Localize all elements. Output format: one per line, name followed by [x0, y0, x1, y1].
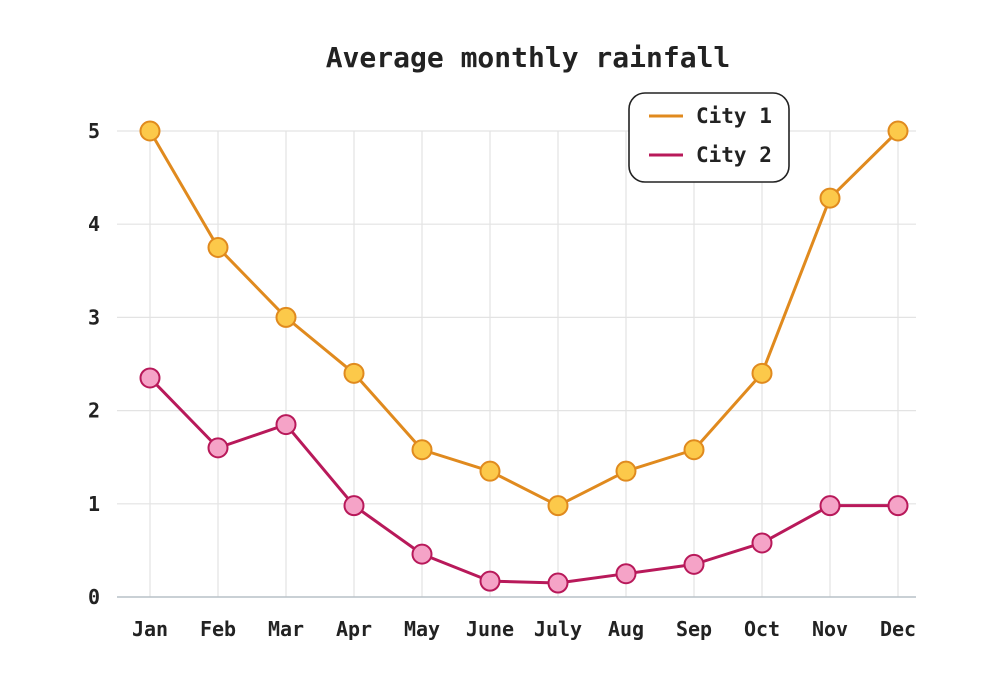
x-tick-label: Dec: [880, 617, 916, 641]
data-point: [139, 367, 161, 389]
data-point: [887, 495, 909, 517]
data-point: [683, 439, 705, 461]
y-tick-label: 4: [88, 212, 100, 236]
data-point: [275, 414, 297, 436]
x-tick-label: Aug: [608, 617, 644, 641]
data-point: [139, 120, 161, 142]
x-tick-label: Mar: [268, 617, 304, 641]
data-point: [479, 570, 501, 592]
data-point: [751, 532, 773, 554]
legend-label: City 1: [696, 104, 772, 128]
data-point: [411, 543, 433, 565]
data-point: [275, 306, 297, 328]
series-line: [148, 129, 900, 508]
series-2: [139, 367, 909, 594]
data-point: [615, 563, 637, 585]
data-point: [615, 460, 637, 482]
data-point: [819, 495, 841, 517]
data-point: [887, 120, 909, 142]
series: [139, 120, 909, 594]
legend-label: City 2: [696, 143, 772, 167]
data-point: [479, 460, 501, 482]
data-point: [751, 362, 773, 384]
data-point: [411, 439, 433, 461]
x-tick-label: Apr: [336, 617, 372, 641]
data-point: [207, 437, 229, 459]
x-tick-label: Oct: [744, 617, 780, 641]
axes: 0 1 2 3 4 5 Jan Feb Mar Apr May June July Aug Sep Oct No…: [88, 119, 916, 641]
x-tick-label: July: [534, 617, 582, 641]
x-tick-label: June: [466, 617, 514, 641]
y-tick-label: 1: [88, 492, 100, 516]
series-1: [139, 120, 909, 517]
data-point: [343, 495, 365, 517]
chart-title: Average monthly rainfall: [326, 41, 731, 74]
data-point: [547, 572, 569, 594]
x-tick-label: Nov: [812, 617, 848, 641]
y-tick-label: 2: [88, 399, 100, 423]
x-tick-label: Sep: [676, 617, 712, 641]
y-tick-label: 0: [88, 585, 100, 609]
y-tick-label: 5: [88, 119, 100, 143]
data-point: [207, 237, 229, 258]
data-point: [819, 187, 841, 209]
x-tick-label: Jan: [132, 617, 168, 641]
x-tick-label: May: [404, 617, 440, 641]
y-tick-label: 3: [88, 305, 100, 329]
series-line: [148, 376, 900, 585]
data-point: [547, 495, 569, 517]
data-point: [683, 553, 705, 575]
legend: City 1 City 2: [628, 92, 790, 183]
x-tick-label: Feb: [200, 617, 236, 641]
data-point: [343, 362, 365, 384]
grid: [117, 130, 916, 597]
